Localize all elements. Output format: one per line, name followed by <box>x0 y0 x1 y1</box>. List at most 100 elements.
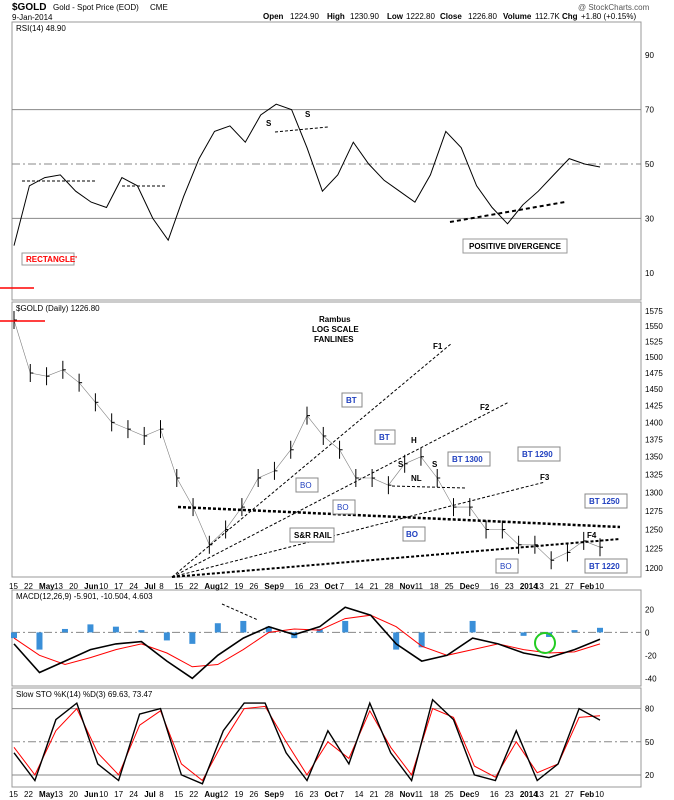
rsi-tick-label: 90 <box>645 51 654 60</box>
x-tick-label: 28 <box>385 790 394 799</box>
bt-box-2 <box>374 429 396 445</box>
x-tick-label: 16 <box>490 582 499 591</box>
macd-tick-label: 0 <box>645 628 650 637</box>
x-tick-label: Sep <box>264 582 279 591</box>
x-tick-label: 24 <box>129 790 138 799</box>
bo-label-1: BO <box>300 481 312 490</box>
x-tick-label: 8 <box>159 582 164 591</box>
sto-tick-label: 80 <box>645 705 654 714</box>
bt1300-box <box>447 451 491 467</box>
fanline-f1 <box>171 342 453 578</box>
price-tick-label: 1350 <box>645 453 663 462</box>
macd-panel <box>11 589 642 687</box>
x-tick-label: 23 <box>505 582 514 591</box>
x-tick-label: 21 <box>370 790 379 799</box>
price-tick-label: 1500 <box>645 353 663 362</box>
rsi-divergence-line <box>449 201 566 223</box>
x-tick-label: 10 <box>595 790 604 799</box>
fanlines-label: FANLINES <box>314 335 354 344</box>
bt1300-label: BT 1300 <box>452 455 483 464</box>
macd-histogram-bar <box>597 627 603 633</box>
x-tick-label: 2014 <box>520 582 538 591</box>
bt1250-label: BT 1250 <box>589 497 620 506</box>
x-tick-label: 9 <box>279 790 284 799</box>
neckline <box>391 485 466 489</box>
fanline-f3 <box>171 481 546 578</box>
x-tick-label: 19 <box>234 582 243 591</box>
bt1220-box <box>584 558 628 574</box>
x-tick-label: 23 <box>505 790 514 799</box>
macd-histogram-bar <box>342 620 349 633</box>
x-tick-label: 22 <box>189 582 198 591</box>
x-tick-label: Aug <box>204 582 220 591</box>
rsi-shoulder-right: S <box>305 110 311 119</box>
macd-histogram-bar <box>265 626 272 633</box>
bt1290-label: BT 1290 <box>522 450 553 459</box>
x-tick-label: May <box>39 582 55 591</box>
rsi-tick-label: 70 <box>645 106 654 115</box>
x-tick-label: 22 <box>24 790 33 799</box>
x-tick-label: Jul <box>144 582 156 591</box>
macd-signal-line <box>13 614 601 668</box>
bo-box-2 <box>332 499 356 515</box>
exchange: CME <box>150 3 168 12</box>
macd-title: MACD(12,26,9) -5.901, -10.504, 4.603 <box>16 592 153 601</box>
x-tick-label: 10 <box>99 790 108 799</box>
x-tick-label: Nov <box>400 790 416 799</box>
chg-value: +1.80 (+0.15%) <box>581 12 636 21</box>
macd-histogram-bar <box>316 628 323 633</box>
macd-histogram-bar <box>61 628 68 633</box>
x-tick-label: 11 <box>415 790 424 799</box>
bt-label-2: BT <box>379 433 390 442</box>
x-tick-label: 13 <box>535 582 544 591</box>
x-tick-label: Sep <box>264 790 279 799</box>
x-tick-label: Nov <box>400 582 416 591</box>
macd-histogram-bar <box>393 632 400 650</box>
rsi-tick-label: 10 <box>645 269 654 278</box>
price-tick-label: 1475 <box>645 369 663 378</box>
close-label: Close <box>440 12 462 21</box>
fanlines <box>171 342 621 578</box>
macd-histogram-bar <box>112 626 119 633</box>
rsi-line <box>13 103 601 246</box>
bo-box-4 <box>495 558 519 574</box>
macd-tick-label: -20 <box>645 651 657 660</box>
x-tick-label: Jul <box>144 790 156 799</box>
x-tick-label: 9 <box>475 582 480 591</box>
sto-tick-label: 20 <box>645 771 654 780</box>
price-tick-label: 1325 <box>645 470 663 479</box>
bt1250-box <box>584 493 628 509</box>
x-tick-label: 2014 <box>520 790 538 799</box>
x-tick-label: May <box>39 790 55 799</box>
watermark: @ StockCharts.com <box>578 3 650 12</box>
volume-value: 112.7K <box>535 12 560 21</box>
x-axis-sto: 15 22 May 13 20 Jun 10 17 24 Jul 8 15 22 Aug 12 19 26 Sep… <box>9 790 604 799</box>
price-tick-label: 1200 <box>645 564 663 573</box>
macd-histogram-bar <box>87 624 94 633</box>
price-tick-label: 1275 <box>645 507 663 516</box>
macd-chart: -40 -20 0 20 <box>11 605 657 683</box>
x-tick-label: Jun <box>84 790 98 799</box>
x-tick-label: 28 <box>385 582 394 591</box>
price-tick-label: 1250 <box>645 526 663 535</box>
x-tick-label: 14 <box>355 582 364 591</box>
x-tick-label: 26 <box>249 790 258 799</box>
head-label: H <box>411 436 417 445</box>
x-tick-label: 12 <box>219 582 228 591</box>
rsi-tick-label: 30 <box>645 214 654 223</box>
price-tick-label: 1450 <box>645 385 663 394</box>
neckline-label: NL <box>411 474 422 483</box>
x-tick-label: 20 <box>69 790 78 799</box>
x-tick-label: 20 <box>69 582 78 591</box>
sr-rail-label: S&R RAIL <box>294 531 332 540</box>
macd-histogram-bar <box>214 623 221 633</box>
x-tick-label: 27 <box>565 790 574 799</box>
price-tick-label: 1525 <box>645 337 663 346</box>
x-tick-label: 15 <box>174 582 183 591</box>
bt-label-1: BT <box>346 396 357 405</box>
instrument-name: Gold - Spot Price (EOD) <box>53 3 139 12</box>
x-tick-label: 8 <box>159 790 164 799</box>
x-tick-label: 24 <box>129 582 138 591</box>
rsi-chart: 10 30 50 70 90 <box>12 51 654 278</box>
